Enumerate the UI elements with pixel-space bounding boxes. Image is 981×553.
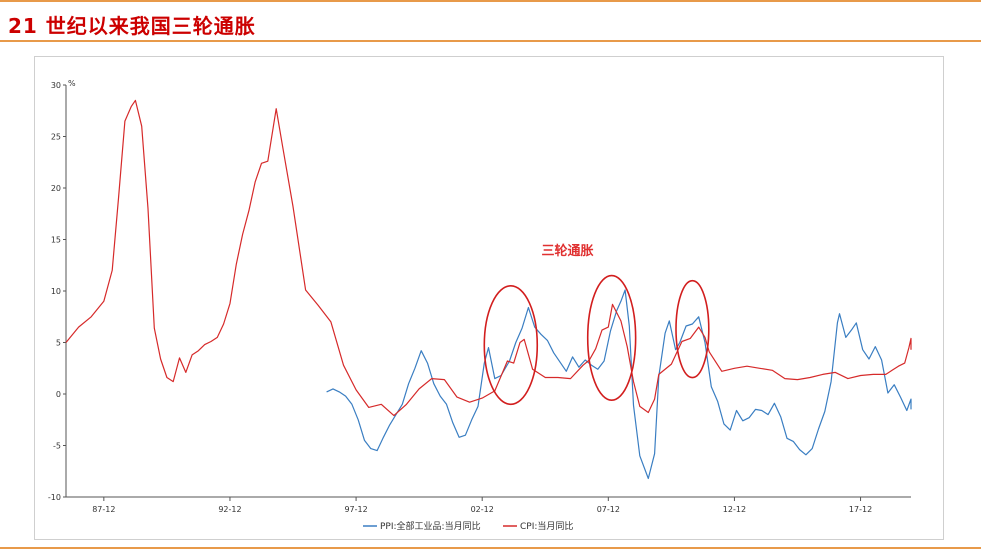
y-tick-label: 10	[51, 287, 61, 296]
bottom-rule	[0, 547, 981, 549]
legend-cpi-label: CPI:当月同比	[520, 520, 573, 532]
y-tick-label: -10	[48, 493, 61, 502]
y-unit-label: %	[68, 79, 76, 88]
title-rule	[0, 40, 981, 42]
legend-ppi-label: PPI:全部工业品:当月同比	[380, 520, 481, 532]
ppi-series-line	[326, 289, 912, 480]
annotation-ellipse	[483, 285, 539, 406]
x-tick-label: 87-12	[92, 505, 115, 514]
y-tick-label: 20	[51, 184, 61, 193]
annotation-label: 三轮通胀	[542, 243, 594, 259]
x-tick-label: 02-12	[471, 505, 494, 514]
x-tick-label: 97-12	[344, 505, 367, 514]
x-tick-label: 92-12	[218, 505, 241, 514]
x-tick-label: 12-12	[723, 505, 746, 514]
annotation-ellipse	[675, 279, 710, 379]
y-tick-label: -5	[53, 442, 61, 451]
y-tick-label: 30	[51, 81, 61, 90]
annotation-ellipse	[586, 274, 637, 401]
top-rule	[0, 0, 981, 2]
y-tick-label: 5	[56, 339, 61, 348]
y-tick-label: 0	[56, 390, 61, 399]
chart-frame: -10 -5 0 5 10 15 20 25 30% 87-12 92-12 97-12 02-12 07…	[34, 56, 944, 540]
page-title: 21 世纪以来我国三轮通胀	[8, 14, 256, 38]
x-tick-label: 07-12	[597, 505, 620, 514]
x-tick-label: 17-12	[849, 505, 872, 514]
y-tick-label: 15	[51, 236, 61, 245]
y-tick-label: 25	[51, 133, 61, 142]
cpi-series-line	[65, 99, 912, 417]
line-chart: -10 -5 0 5 10 15 20 25 30 % 87-12 92-12 97-12 02-12 07…	[48, 79, 912, 532]
